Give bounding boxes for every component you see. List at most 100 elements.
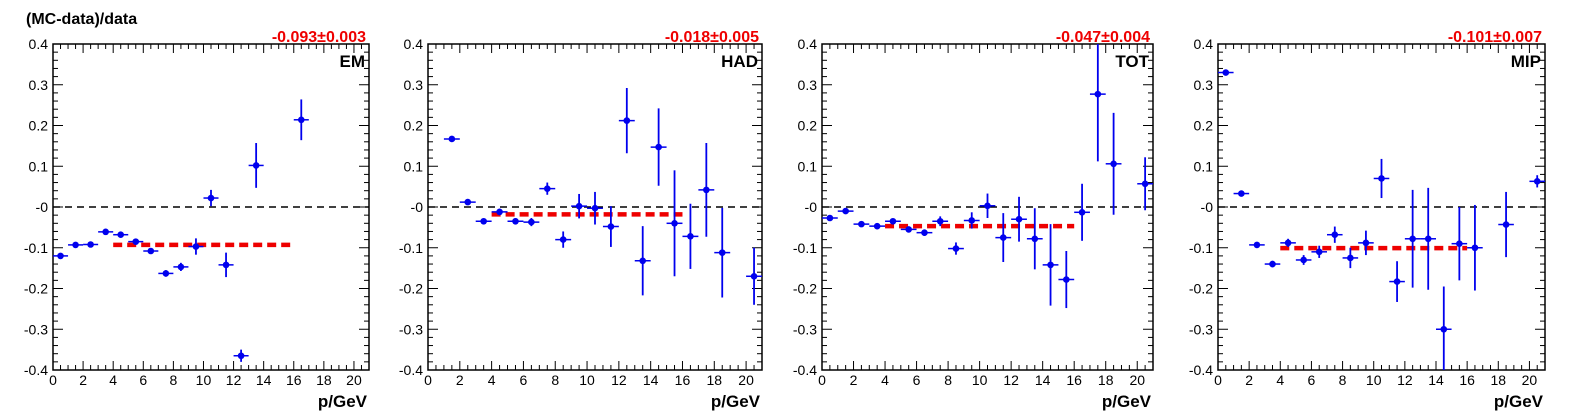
x-ticks xyxy=(821,44,1154,370)
marker xyxy=(559,236,567,243)
marker xyxy=(1284,239,1292,247)
data-point xyxy=(1011,196,1027,242)
x-tick-label: 10 xyxy=(972,372,988,388)
y-tick-label: -0.1 xyxy=(24,240,48,256)
marker xyxy=(889,217,897,225)
data-point xyxy=(1436,286,1452,370)
marker xyxy=(1094,90,1102,98)
marker xyxy=(132,238,140,245)
data-point xyxy=(1295,255,1312,265)
data-points xyxy=(822,44,1153,309)
y-axis-title: (MC-data)/data xyxy=(26,11,137,28)
y-tick-label: -0.4 xyxy=(399,362,423,378)
data-point xyxy=(523,218,540,227)
marker xyxy=(1502,221,1510,228)
data-point xyxy=(900,226,917,233)
y-tick-label: 0.1 xyxy=(798,158,818,174)
y-tick-label: -0 xyxy=(411,199,424,215)
y-ticks xyxy=(53,43,369,371)
x-tick-label: 8 xyxy=(944,372,952,388)
panel-label: TOT xyxy=(1115,52,1149,71)
data-point xyxy=(963,212,980,229)
data-point xyxy=(68,241,84,249)
marker xyxy=(999,234,1007,241)
data-point xyxy=(602,206,619,247)
marker xyxy=(1300,256,1307,264)
marker xyxy=(718,249,726,256)
marker xyxy=(858,220,865,228)
x-tick-label: 0 xyxy=(424,372,432,388)
marker xyxy=(57,252,64,260)
y-tick-label: 0.4 xyxy=(1194,36,1214,52)
data-point xyxy=(995,213,1012,263)
marker xyxy=(1456,240,1463,247)
data-point xyxy=(587,191,603,225)
data-point xyxy=(1311,245,1327,258)
marker xyxy=(102,228,109,236)
marker xyxy=(1331,231,1339,239)
marker xyxy=(177,263,185,271)
data-point xyxy=(1280,238,1296,247)
y-tick-label: -0.2 xyxy=(793,281,817,297)
data-point xyxy=(714,207,731,298)
marker xyxy=(237,352,245,360)
marker xyxy=(1253,241,1261,249)
x-tick-label: 12 xyxy=(611,372,627,388)
x-tick-label: 14 xyxy=(643,372,659,388)
marker xyxy=(936,217,944,225)
data-point xyxy=(1089,44,1106,162)
y-tick-label: 0.3 xyxy=(798,77,818,93)
x-tick-label: 18 xyxy=(316,372,332,388)
data-point xyxy=(507,217,524,225)
data-point xyxy=(1498,191,1514,258)
data-point xyxy=(233,349,249,362)
marker xyxy=(252,162,260,169)
data-point xyxy=(618,88,635,154)
data-point xyxy=(650,108,667,186)
data-point xyxy=(979,193,996,219)
marker xyxy=(528,218,535,226)
y-tick-label: -0.3 xyxy=(1189,321,1213,337)
y-tick-label: -0.1 xyxy=(1189,240,1213,256)
data-point xyxy=(1264,260,1281,268)
x-tick-label: 4 xyxy=(1276,372,1284,388)
data-point xyxy=(1451,207,1468,281)
y-tick-label: 0.4 xyxy=(29,36,49,52)
x-tick-label: 0 xyxy=(818,372,826,388)
data-point xyxy=(1467,204,1483,291)
data-point xyxy=(1042,224,1059,306)
data-point xyxy=(248,143,264,188)
data-point xyxy=(822,214,838,222)
y-tick-label: 0.2 xyxy=(798,118,818,134)
x-axis-title: p/GeV xyxy=(1102,392,1152,411)
marker xyxy=(480,217,487,225)
marker xyxy=(1393,278,1401,285)
x-tick-label: 0 xyxy=(1214,372,1222,388)
y-ticks xyxy=(1218,43,1545,371)
x-tick-label: 16 xyxy=(1066,372,1082,388)
x-tick-label: 16 xyxy=(286,372,302,388)
data-point xyxy=(491,208,508,216)
y-tick-label: 0.1 xyxy=(1194,158,1214,174)
x-tick-label: 20 xyxy=(1129,372,1145,388)
panel-em: 0 2 4 6 8 10 12 14 16 18 20 -0.4 -0.3 -0.2 -0.1 -0 0.1 0.… xyxy=(24,29,370,411)
marker xyxy=(655,143,662,151)
data-point xyxy=(634,226,651,296)
data-point xyxy=(1342,247,1359,269)
x-tick-label: 6 xyxy=(139,372,147,388)
marker xyxy=(687,233,694,240)
marker xyxy=(639,257,647,265)
data-point xyxy=(853,220,870,228)
marker xyxy=(1362,239,1370,247)
marker xyxy=(87,241,94,248)
data-points xyxy=(443,88,762,305)
x-tick-label: 18 xyxy=(706,372,722,388)
x-axis-title: p/GeV xyxy=(1494,392,1544,411)
y-tick-label: 0.4 xyxy=(798,36,818,52)
data-point xyxy=(1137,157,1153,211)
y-tick-label: -0.2 xyxy=(399,281,423,297)
data-point xyxy=(1327,226,1343,243)
data-point xyxy=(869,222,886,230)
x-tick-label: 12 xyxy=(1397,372,1413,388)
x-tick-label: 8 xyxy=(551,372,559,388)
